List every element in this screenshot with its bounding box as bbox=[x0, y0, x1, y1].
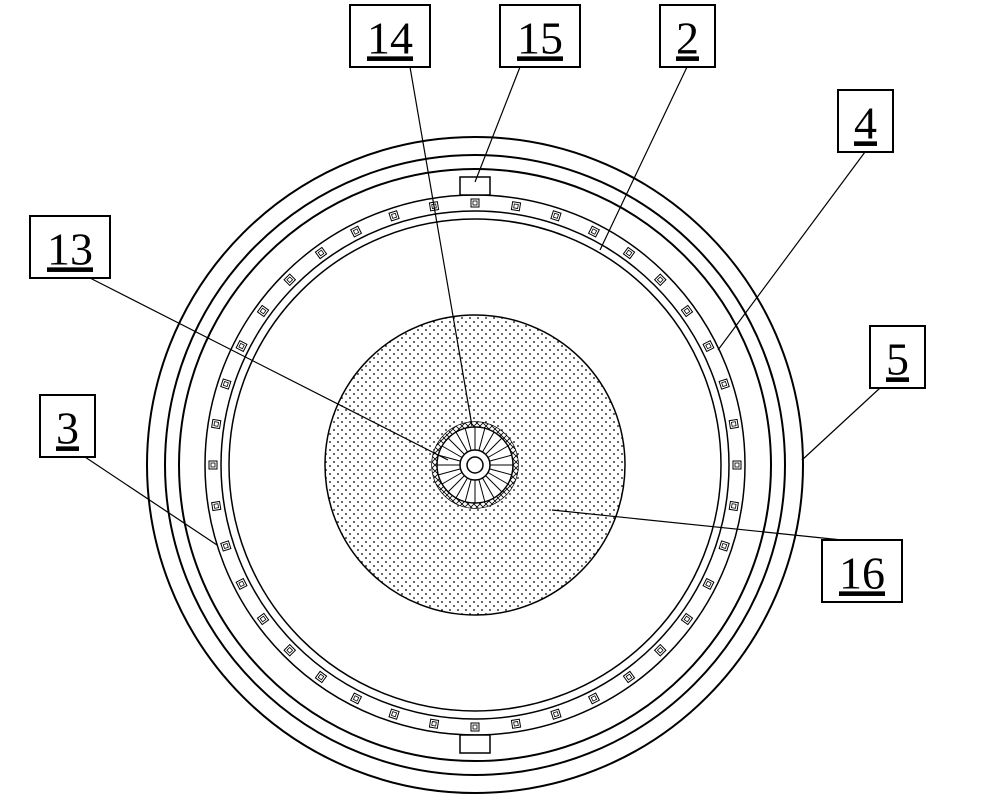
ring-marker bbox=[589, 226, 600, 237]
ring-marker bbox=[257, 613, 268, 624]
ring-marker bbox=[623, 671, 634, 682]
ring-marker bbox=[623, 247, 634, 258]
ring-marker bbox=[729, 501, 738, 510]
ring-marker bbox=[315, 671, 326, 682]
label-text-3: 3 bbox=[56, 402, 79, 453]
ring-marker bbox=[221, 379, 231, 389]
ring-marker bbox=[212, 501, 221, 510]
ring-marker bbox=[511, 719, 520, 728]
ring-marker bbox=[236, 579, 247, 590]
tab-top bbox=[460, 177, 490, 195]
ring-marker bbox=[551, 709, 561, 719]
label-text-4: 4 bbox=[854, 97, 877, 148]
ring-marker bbox=[315, 247, 326, 258]
label-text-2: 2 bbox=[676, 12, 699, 63]
leader-line-4 bbox=[718, 152, 865, 350]
ring-marker bbox=[236, 341, 247, 352]
ring-marker bbox=[284, 645, 295, 656]
label-text-15: 15 bbox=[517, 12, 563, 63]
ring-marker bbox=[511, 202, 520, 211]
ring-r15 bbox=[460, 450, 490, 480]
ring-marker bbox=[681, 305, 692, 316]
ring-marker bbox=[655, 645, 666, 656]
ring-marker bbox=[729, 419, 738, 428]
ring-marker bbox=[257, 305, 268, 316]
label-text-16: 16 bbox=[839, 547, 885, 598]
diagram-svg: 14 15 2 4 13 3 5 16 bbox=[0, 0, 1000, 804]
ring-marker bbox=[719, 541, 729, 551]
ring-marker bbox=[351, 693, 362, 704]
leader-line-3 bbox=[85, 457, 217, 545]
ring-marker bbox=[733, 461, 741, 469]
leader-line-15 bbox=[475, 67, 520, 182]
ring-marker bbox=[655, 274, 666, 285]
ring-marker bbox=[589, 693, 600, 704]
ring-marker bbox=[551, 211, 561, 221]
ring-marker bbox=[221, 541, 231, 551]
ring-marker bbox=[212, 419, 221, 428]
ring-marker bbox=[471, 723, 479, 731]
leader-line-5 bbox=[802, 388, 880, 460]
ring-marker bbox=[209, 461, 217, 469]
ring-marker bbox=[703, 341, 714, 352]
ring-marker bbox=[471, 199, 479, 207]
ring-marker bbox=[351, 226, 362, 237]
ring-marker bbox=[703, 579, 714, 590]
ring-marker bbox=[389, 211, 399, 221]
ring-marker bbox=[429, 719, 438, 728]
ring-marker bbox=[284, 274, 295, 285]
label-text-13: 13 bbox=[47, 223, 93, 274]
ring-marker bbox=[681, 613, 692, 624]
ring-marker bbox=[389, 709, 399, 719]
label-text-14: 14 bbox=[367, 12, 413, 63]
ring-marker bbox=[719, 379, 729, 389]
label-text-5: 5 bbox=[886, 333, 909, 384]
tab-bottom bbox=[460, 735, 490, 753]
